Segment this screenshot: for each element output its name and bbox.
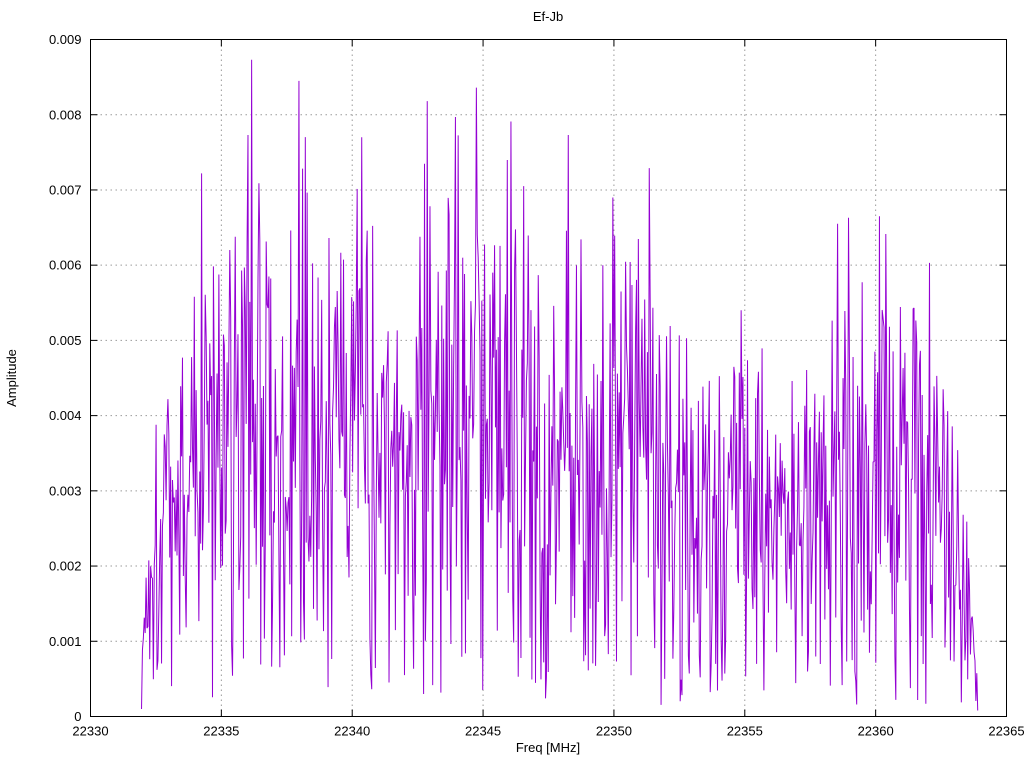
y-tick-label: 0 <box>74 709 81 724</box>
x-axis-label: Freq [MHz] <box>516 740 580 755</box>
x-tick-label: 22335 <box>203 724 239 739</box>
y-axis-label: Amplitude <box>4 349 19 407</box>
y-tick-label: 0.003 <box>49 483 82 498</box>
x-tick-label: 22355 <box>727 724 763 739</box>
y-tick-label: 0.007 <box>49 182 82 197</box>
y-tick-label: 0.006 <box>49 258 82 273</box>
x-tick-label: 22345 <box>465 724 501 739</box>
x-tick-label: 22340 <box>334 724 370 739</box>
axis-tick-labels: 22330 22335 22340 22345 22350 22355 22360 22365… <box>49 32 1024 738</box>
x-tick-label: 22350 <box>596 724 632 739</box>
plot-border <box>90 39 1007 717</box>
x-tick-label: 22360 <box>858 724 894 739</box>
chart-title: Ef-Jb <box>533 9 563 24</box>
y-tick-label: 0.005 <box>49 333 82 348</box>
y-tick-label: 0.001 <box>49 634 82 649</box>
y-tick-label: 0.008 <box>49 107 82 122</box>
x-tick-label: 22365 <box>988 724 1024 739</box>
series-line <box>141 59 979 711</box>
y-tick-label: 0.002 <box>49 559 82 574</box>
series-path-ef-jb <box>141 59 979 711</box>
y-tick-label: 0.004 <box>49 408 82 423</box>
x-tick-label: 22330 <box>72 724 108 739</box>
y-tick-label: 0.009 <box>49 32 82 47</box>
